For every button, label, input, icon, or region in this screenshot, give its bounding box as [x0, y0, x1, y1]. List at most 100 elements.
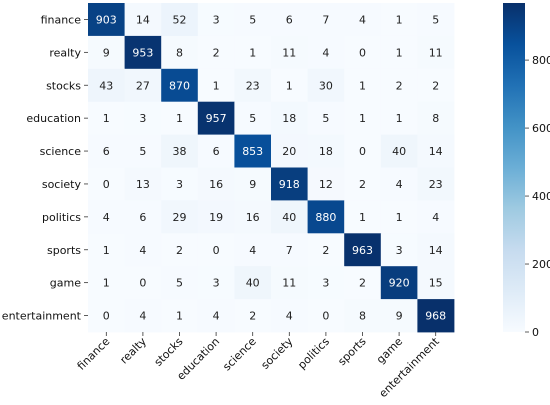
heatmap-cell	[344, 233, 382, 267]
heatmap-cell	[344, 200, 382, 234]
heatmap-cell	[234, 3, 272, 37]
colorbar-gradient	[503, 3, 525, 332]
cell-value-label: 2	[213, 46, 220, 59]
cell-value-label: 853	[242, 145, 263, 158]
cell-value-label: 968	[425, 310, 446, 323]
heatmap-cell	[307, 266, 345, 300]
heatmap-cell	[307, 68, 345, 103]
heatmap-cell	[234, 134, 272, 168]
colorbar-ticks: 0 200 400 600 800	[525, 54, 550, 339]
heatmap-cell	[417, 233, 455, 267]
colorbar-tick-label: 600	[532, 122, 550, 135]
heatmap-cell	[161, 35, 199, 70]
heatmap-cell	[124, 299, 162, 333]
heatmap-cell	[344, 134, 382, 168]
cell-value-label: 14	[136, 13, 150, 26]
cell-value-label: 963	[352, 244, 373, 257]
cell-value-label: 1	[359, 112, 366, 125]
heatmap-cell	[124, 3, 162, 37]
cell-value-label: 8	[432, 112, 439, 125]
column-tick-label: politics	[295, 335, 332, 372]
cell-value-label: 1	[176, 310, 183, 323]
cell-value-label: 43	[99, 79, 113, 92]
heatmap-cell	[88, 3, 125, 37]
cell-value-label: 2	[359, 178, 366, 191]
heatmap-cell	[124, 233, 162, 267]
heatmap-cell	[344, 3, 382, 37]
cell-value-label: 1	[176, 112, 183, 125]
heatmap-cell	[271, 3, 308, 37]
cell-value-label: 1	[396, 112, 403, 125]
heatmap-cell	[271, 200, 308, 234]
heatmap-cell	[88, 68, 125, 103]
cell-value-label: 0	[103, 178, 110, 191]
cell-value-label: 40	[392, 145, 406, 158]
cell-value-label: 4	[322, 46, 329, 59]
heatmap-cell	[344, 68, 382, 103]
cell-value-label: 3	[213, 277, 220, 290]
cell-value-label: 4	[249, 244, 256, 257]
cell-value-label: 2	[432, 79, 439, 92]
cell-value-label: 1	[396, 46, 403, 59]
colorbar-tick-label: 0	[532, 326, 539, 339]
cell-value-label: 14	[429, 145, 443, 158]
heatmap-cell	[124, 134, 162, 168]
cell-value-label: 1	[249, 46, 256, 59]
cell-value-label: 16	[246, 211, 260, 224]
heatmap-cell	[161, 233, 199, 267]
cell-value-label: 953	[132, 46, 153, 59]
cell-value-label: 9	[103, 46, 110, 59]
cell-value-label: 5	[322, 112, 329, 125]
cell-value-label: 1	[103, 112, 110, 125]
heatmap-cell	[380, 299, 418, 333]
column-tick-label: finance	[75, 335, 113, 373]
heatmap-cell	[88, 200, 125, 234]
cell-value-label: 4	[139, 244, 146, 257]
cell-value-label: 1	[396, 13, 403, 26]
heatmap-cell	[307, 167, 345, 201]
cell-value-label: 903	[96, 13, 117, 26]
heatmap-cell	[380, 266, 418, 300]
heatmap-cell	[88, 266, 125, 300]
cell-value-label: 7	[322, 13, 329, 26]
cell-value-label: 918	[279, 178, 300, 191]
cell-value-label: 880	[315, 211, 336, 224]
heatmap-cell	[197, 200, 235, 234]
heatmap-cell	[344, 299, 382, 333]
cell-value-label: 1	[396, 211, 403, 224]
column-tick-label: game	[374, 335, 405, 366]
cell-value-label: 5	[176, 277, 183, 290]
heatmap-cell	[380, 3, 418, 37]
cell-value-label: 1	[286, 79, 293, 92]
column-tick-label: society	[259, 335, 296, 372]
heatmap-cell	[197, 299, 235, 333]
cell-value-label: 0	[213, 244, 220, 257]
cell-value-label: 12	[319, 178, 333, 191]
row-tick-label: realty	[49, 46, 81, 59]
heatmap-cell	[161, 200, 199, 234]
cell-value-label: 2	[359, 277, 366, 290]
heatmap-cell	[271, 266, 308, 300]
heatmap-cell	[234, 233, 272, 267]
cell-value-label: 0	[359, 145, 366, 158]
cell-value-label: 1	[103, 277, 110, 290]
cell-value-label: 0	[139, 277, 146, 290]
cell-value-label: 29	[173, 211, 187, 224]
row-tick-label: sports	[47, 244, 81, 257]
cell-value-label: 7	[286, 244, 293, 257]
cell-value-label: 3	[139, 112, 146, 125]
cell-value-label: 957	[206, 112, 227, 125]
cell-value-label: 13	[136, 178, 150, 191]
cell-value-label: 2	[322, 244, 329, 257]
cell-value-label: 870	[169, 79, 190, 92]
heatmap-cell	[417, 3, 455, 37]
cell-value-label: 16	[209, 178, 223, 191]
heatmap-cell	[197, 35, 235, 70]
colorbar-tick-label: 400	[532, 190, 550, 203]
cell-value-label: 23	[246, 79, 260, 92]
cell-value-label: 5	[249, 112, 256, 125]
colorbar-tick-label: 200	[532, 258, 550, 271]
cell-value-label: 4	[359, 13, 366, 26]
cell-value-label: 38	[173, 145, 187, 158]
